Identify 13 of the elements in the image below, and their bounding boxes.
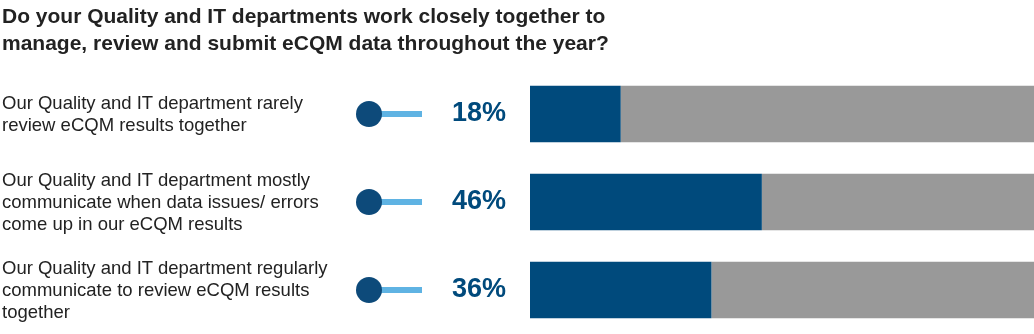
y-tick-label: Our Quality and IT department rarely review eCQM results together: [2, 92, 304, 136]
data-label: 36%: [451, 273, 506, 304]
bar: [761, 173, 1034, 231]
y-tick-label: Our Quality and IT department mostly communicate when data issues/ errors come up in our eCQM results: [2, 169, 320, 235]
data-label: 18%: [451, 97, 506, 128]
bar: [620, 85, 1034, 143]
text: Do your Quality and IT departments work closely together to manage, review and submit eCQM data throughout the year?: [2, 3, 610, 56]
bar: [530, 173, 762, 231]
y-tick-label: Our Quality and IT department regularly communicate to review eCQM results together: [2, 257, 329, 323]
bar: [530, 85, 621, 143]
data-label: 46%: [451, 185, 506, 216]
bar: [530, 261, 712, 319]
bar: [711, 261, 1034, 319]
